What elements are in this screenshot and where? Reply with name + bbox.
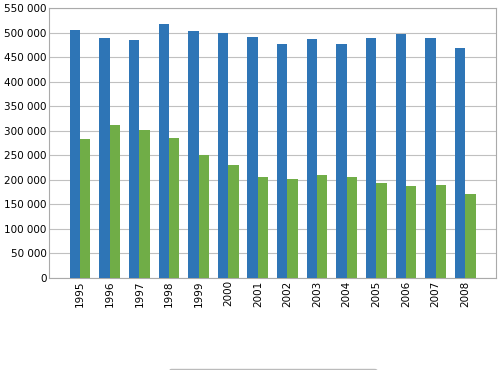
Bar xyxy=(140,130,149,278)
Bar xyxy=(376,184,386,278)
Bar xyxy=(218,33,228,278)
Legend: Asumistuki, Toimeentulotuki: Asumistuki, Toimeentulotuki xyxy=(168,369,376,370)
Bar xyxy=(465,194,475,278)
Bar xyxy=(169,138,179,278)
Bar xyxy=(396,34,406,278)
Bar xyxy=(425,38,436,278)
Bar xyxy=(317,175,328,278)
Bar xyxy=(288,179,298,278)
Bar xyxy=(188,31,198,278)
Bar xyxy=(366,37,376,278)
Bar xyxy=(336,44,346,278)
Bar xyxy=(228,165,238,278)
Bar xyxy=(158,24,169,278)
Bar xyxy=(455,48,465,278)
Bar xyxy=(198,155,209,278)
Bar xyxy=(436,185,446,278)
Bar xyxy=(258,176,268,278)
Bar xyxy=(70,30,80,278)
Bar xyxy=(346,176,357,278)
Bar xyxy=(80,139,90,278)
Bar xyxy=(110,125,120,278)
Bar xyxy=(277,44,287,278)
Bar xyxy=(248,37,258,278)
Bar xyxy=(306,38,317,278)
Bar xyxy=(100,37,110,278)
Bar xyxy=(129,40,140,278)
Bar xyxy=(406,186,416,278)
